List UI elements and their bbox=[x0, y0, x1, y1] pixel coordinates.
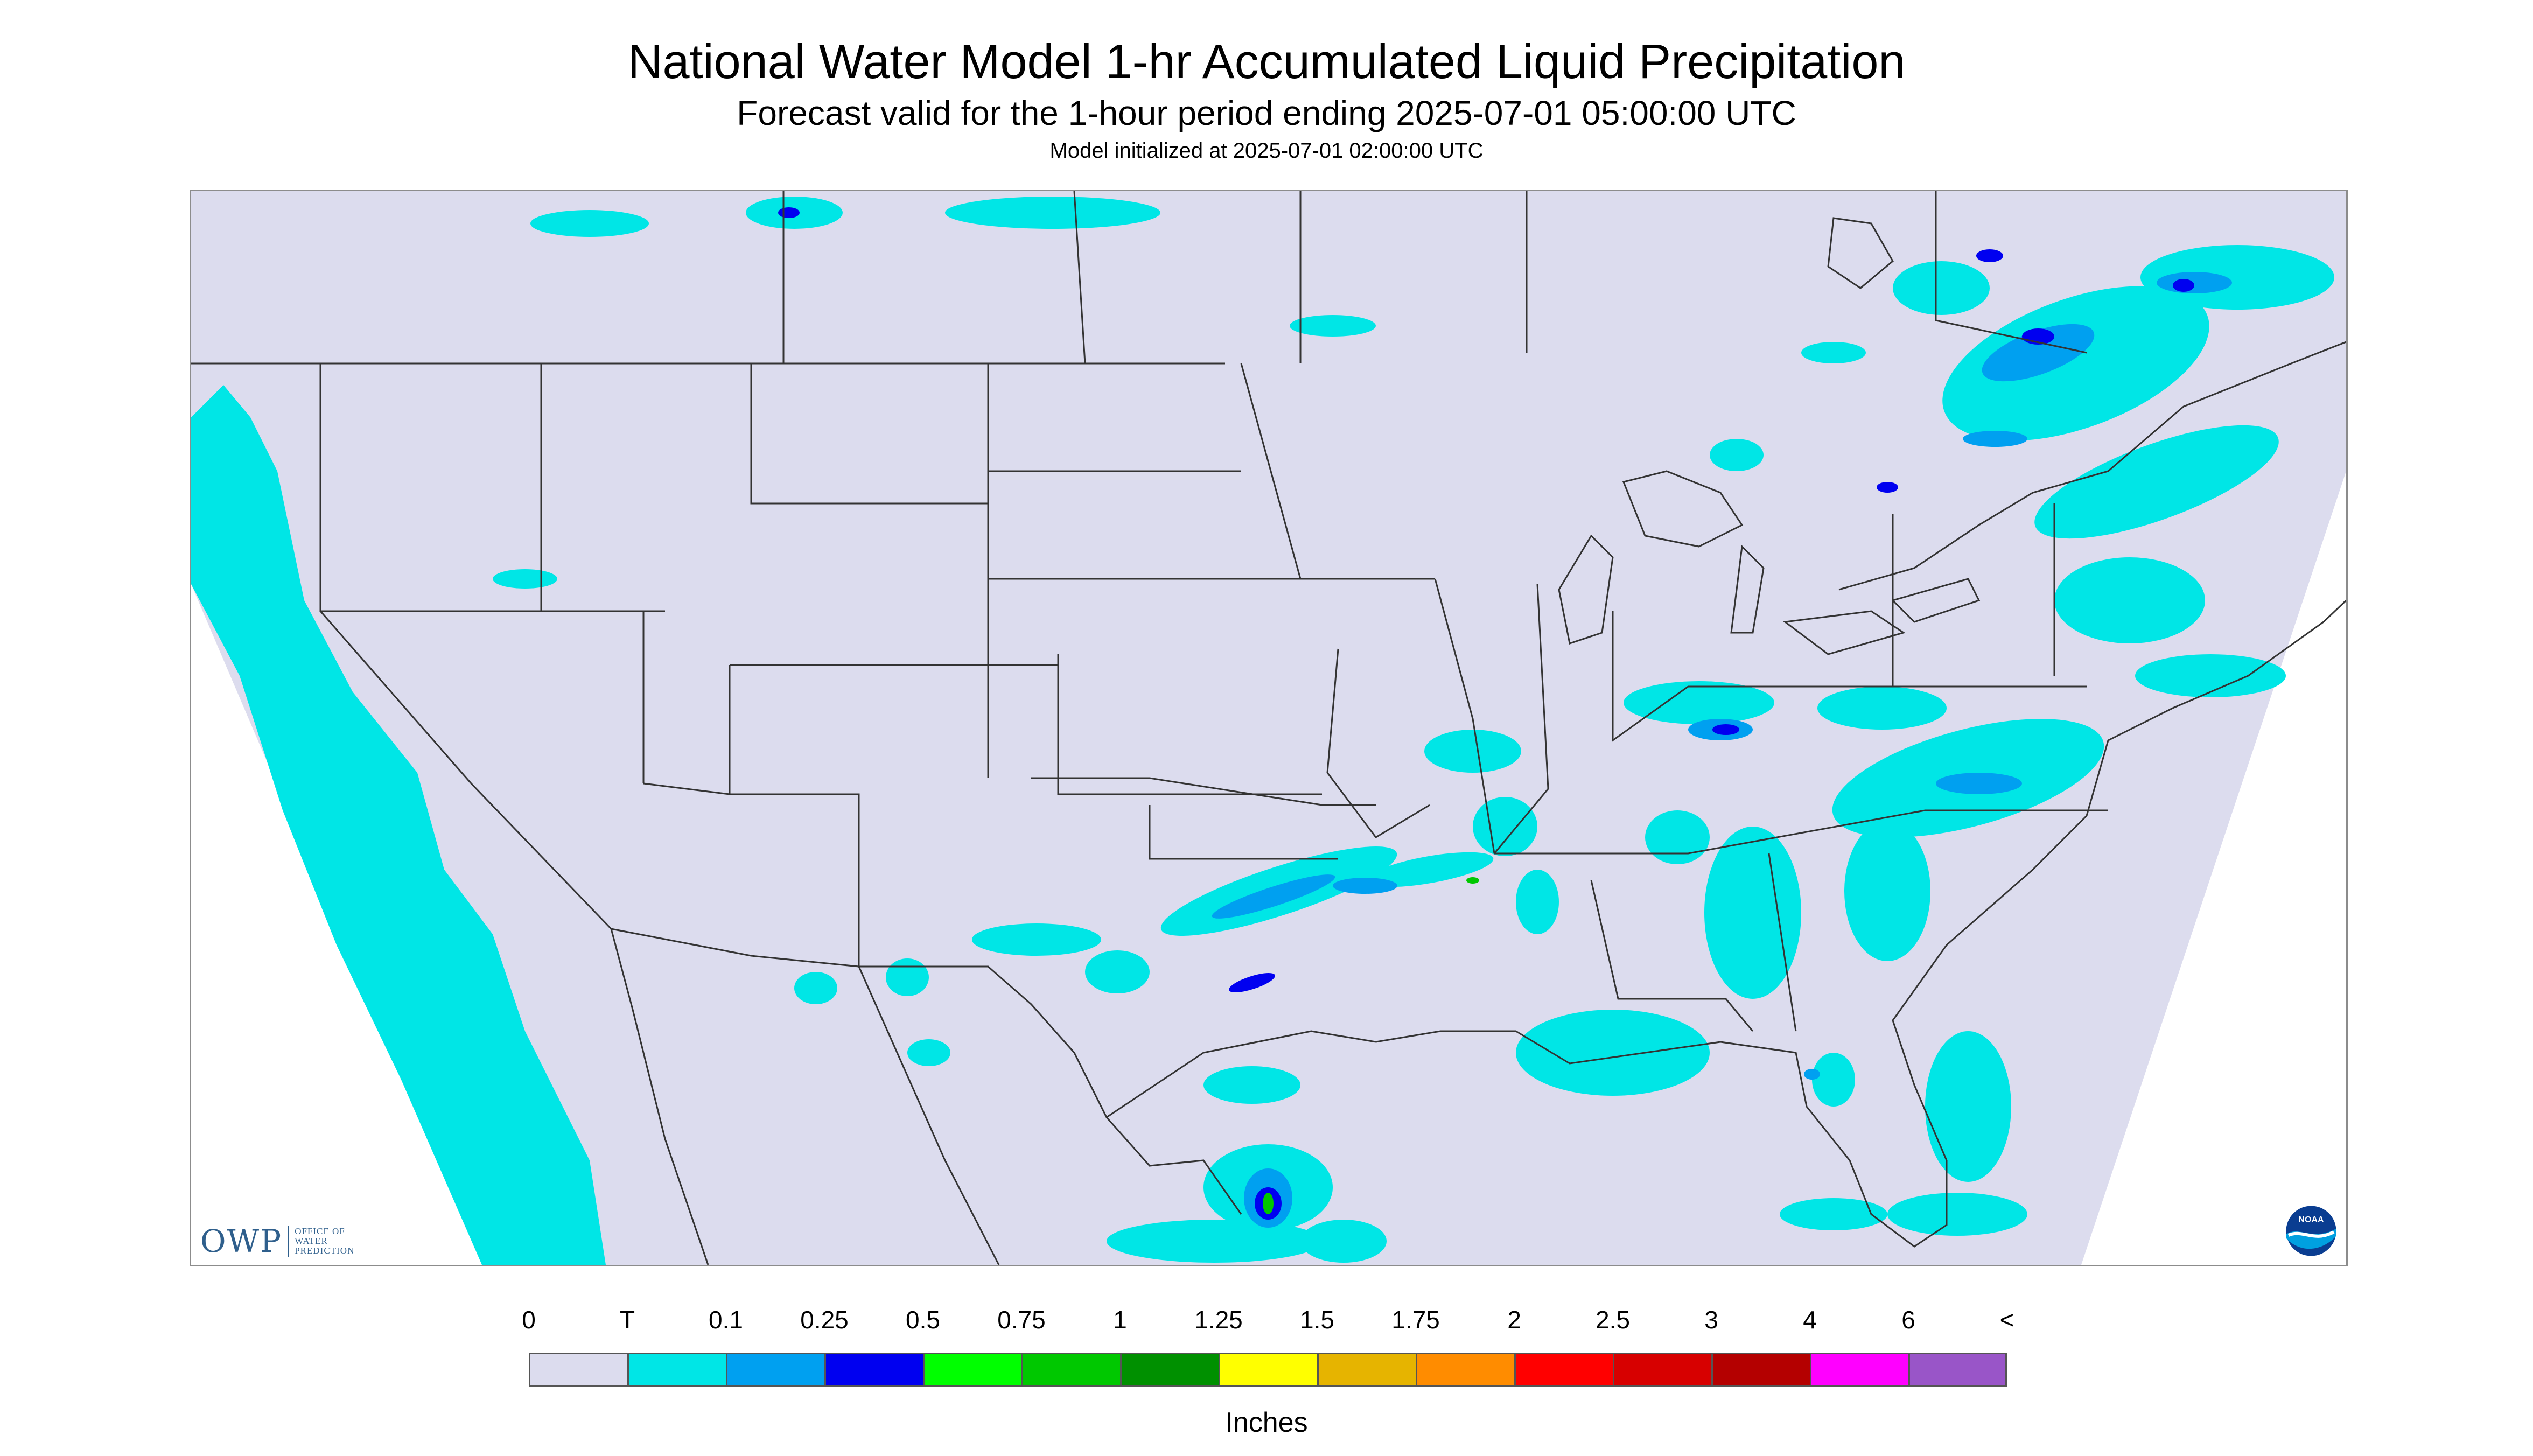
map-canvas bbox=[191, 191, 2346, 1265]
legend-swatch bbox=[1219, 1353, 1319, 1387]
noaa-logo-text: NOAA bbox=[2298, 1215, 2324, 1224]
legend-swatch bbox=[1514, 1353, 1614, 1387]
legend-units: Inches bbox=[1225, 1407, 1308, 1438]
owp-logo-text-line: WATER bbox=[295, 1236, 328, 1246]
boundary-lines bbox=[191, 362, 2108, 1215]
legend-swatch bbox=[1120, 1353, 1220, 1387]
owp-logo-mark: OWP bbox=[200, 1223, 283, 1259]
legend-tick-label: 3 bbox=[1704, 1306, 1718, 1334]
legend-tick-label: 0 bbox=[522, 1306, 536, 1334]
owp-logo-text-line: OFFICE OF bbox=[295, 1226, 345, 1236]
legend-tick-label: 1 bbox=[1113, 1306, 1127, 1334]
legend-overflow-label: < bbox=[1999, 1306, 2014, 1334]
legend-tick-label: 0.5 bbox=[906, 1306, 940, 1334]
precip-heavy-areas bbox=[1263, 877, 1479, 1214]
legend-swatch bbox=[1908, 1353, 2007, 1387]
legend-tick-label: 2 bbox=[1507, 1306, 1521, 1334]
legend-swatch bbox=[1021, 1353, 1122, 1387]
legend-tick-label: 0.25 bbox=[800, 1306, 849, 1334]
legend-tick-label: 2.5 bbox=[1596, 1306, 1630, 1334]
owp-logo-text: OFFICE OF WATER PREDICTION bbox=[295, 1227, 354, 1256]
owp-logo: OWP OFFICE OF WATER PREDICTION bbox=[200, 1222, 354, 1260]
forecast-valid-subtitle: Forecast valid for the 1-hour period end… bbox=[737, 94, 1796, 132]
legend-swatch bbox=[529, 1353, 629, 1387]
international-boundary bbox=[610, 191, 2087, 1265]
model-domain bbox=[191, 191, 2346, 1265]
precipitation-map bbox=[190, 190, 2348, 1266]
legend-swatch bbox=[1613, 1353, 1713, 1387]
pacific-trace-band bbox=[191, 385, 606, 1265]
legend-swatch bbox=[1416, 1353, 1516, 1387]
legend-tick-label: 0.75 bbox=[997, 1306, 1046, 1334]
legend-tick-label: 1.25 bbox=[1194, 1306, 1243, 1334]
legend-tick-label: T bbox=[619, 1306, 635, 1334]
legend-tick-label: 0.1 bbox=[709, 1306, 743, 1334]
legend-swatch bbox=[1810, 1353, 1910, 1387]
legend-tick-label: 6 bbox=[1901, 1306, 1915, 1334]
legend-swatch bbox=[923, 1353, 1023, 1387]
legend-tick-label: 1.75 bbox=[1391, 1306, 1440, 1334]
noaa-logo: NOAA bbox=[2284, 1204, 2338, 1258]
map-title: National Water Model 1-hr Accumulated Li… bbox=[627, 35, 1906, 89]
legend-swatch bbox=[1711, 1353, 1811, 1387]
owp-logo-text-line: PREDICTION bbox=[295, 1245, 355, 1256]
legend-tick-label: 1.5 bbox=[1300, 1306, 1334, 1334]
legend-tick-label: 4 bbox=[1803, 1306, 1817, 1334]
legend-swatch bbox=[726, 1353, 826, 1387]
owp-logo-divider bbox=[288, 1226, 290, 1257]
legend-swatch bbox=[627, 1353, 727, 1387]
model-initialized-line: Model initialized at 2025-07-01 02:00:00… bbox=[1049, 139, 1484, 163]
legend-swatch bbox=[824, 1353, 925, 1387]
legend-swatch bbox=[1317, 1353, 1417, 1387]
coastline-lines bbox=[1106, 217, 2346, 1248]
